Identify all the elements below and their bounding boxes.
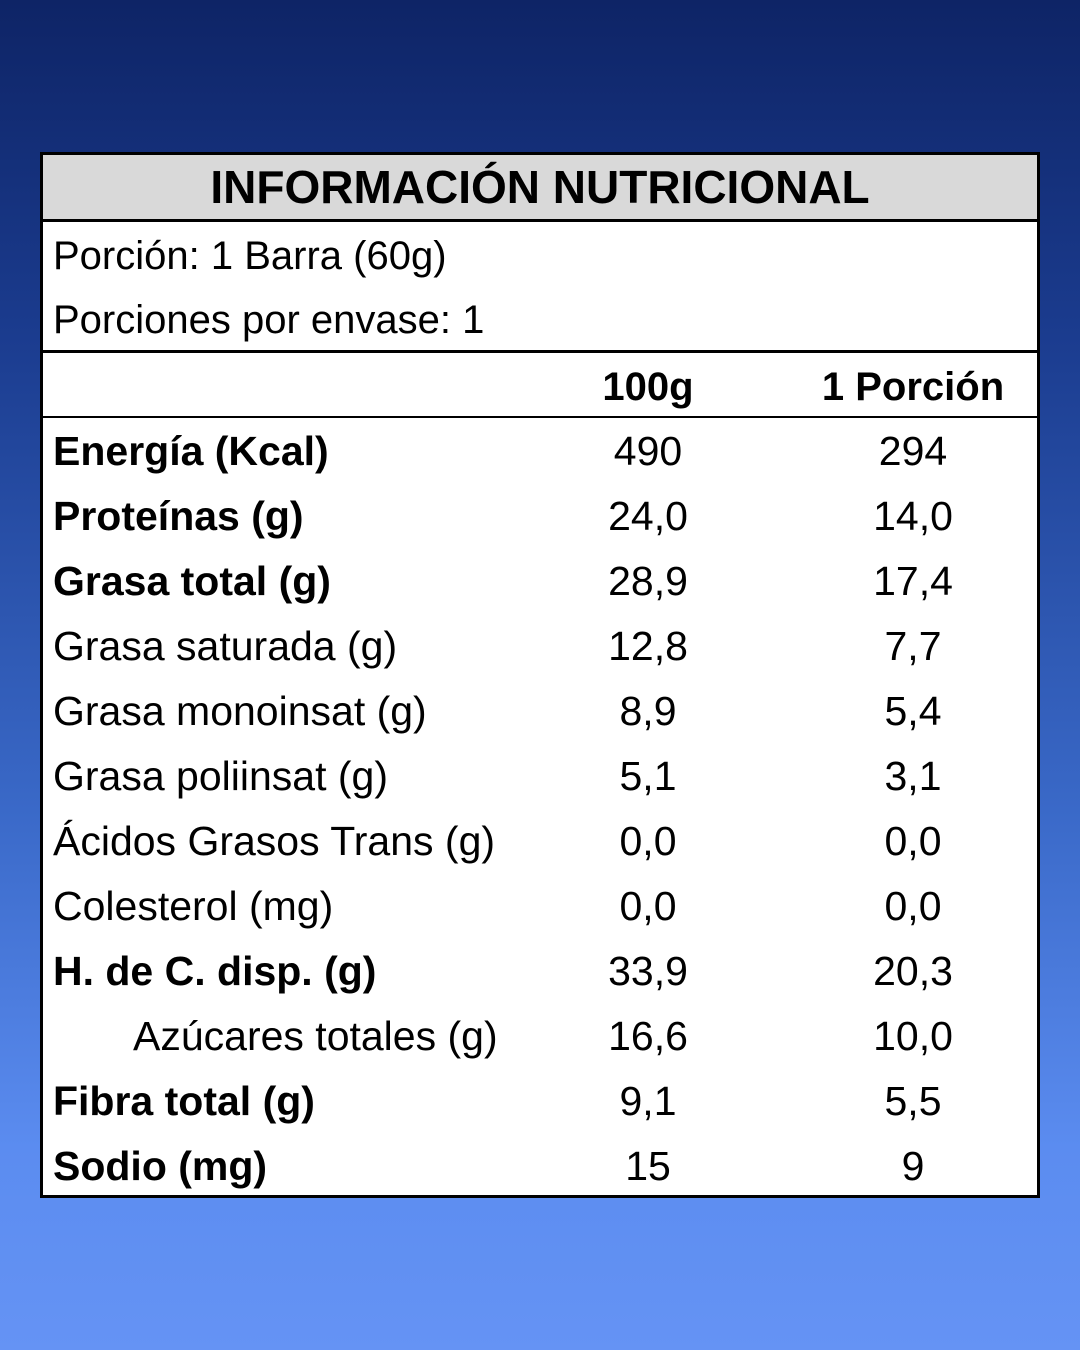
value-portion: 0,0	[884, 818, 942, 864]
nutrient-table: Energía (Kcal) 490 294 Proteínas (g) 24,…	[43, 418, 1037, 1198]
nutrient-label: Azúcares totales (g)	[133, 1013, 498, 1059]
value-100g: 33,9	[608, 948, 688, 994]
table-row: Fibra total (g) 9,1 5,5	[43, 1068, 1037, 1133]
value-100g: 490	[613, 428, 683, 474]
nutrient-label: Grasa saturada (g)	[53, 623, 398, 669]
value-portion: 17,4	[873, 558, 953, 604]
servings-per-container: Porciones por envase: 1	[53, 298, 485, 342]
value-portion: 9	[901, 1143, 925, 1189]
serving-size: Porción: 1 Barra (60g)	[53, 234, 447, 278]
value-100g: 28,9	[608, 558, 688, 604]
table-row: Ácidos Grasos Trans (g) 0,0 0,0	[43, 808, 1037, 873]
title-bar: INFORMACIÓN NUTRICIONAL	[43, 155, 1037, 222]
value-100g: 12,8	[608, 623, 688, 669]
nutrient-label: H. de C. disp. (g)	[53, 948, 377, 994]
nutrition-facts-panel: INFORMACIÓN NUTRICIONAL Porción: 1 Barra…	[40, 152, 1040, 1198]
value-100g: 24,0	[608, 493, 688, 539]
value-portion: 14,0	[873, 493, 953, 539]
value-portion: 5,5	[884, 1078, 942, 1124]
column-header-portion: 1 Porción	[821, 365, 1005, 409]
value-100g: 15	[625, 1143, 671, 1189]
table-row: Azúcares totales (g) 16,6 10,0	[43, 1003, 1037, 1068]
nutrient-label: Ácidos Grasos Trans (g)	[53, 818, 496, 864]
table-header: 100g 1 Porción	[43, 353, 1037, 418]
value-portion: 294	[878, 428, 948, 474]
nutrient-label: Proteínas (g)	[53, 493, 304, 539]
nutrient-label: Grasa total (g)	[53, 558, 331, 604]
nutrient-label: Colesterol (mg)	[53, 883, 334, 929]
value-portion: 5,4	[884, 688, 942, 734]
column-header-100g: 100g	[602, 365, 694, 409]
table-row: Grasa total (g) 28,9 17,4	[43, 548, 1037, 613]
nutrient-label: Fibra total (g)	[53, 1078, 315, 1124]
table-row: Grasa saturada (g) 12,8 7,7	[43, 613, 1037, 678]
value-portion: 3,1	[884, 753, 942, 799]
value-portion: 7,7	[884, 623, 942, 669]
value-portion: 20,3	[873, 948, 953, 994]
value-100g: 5,1	[619, 753, 677, 799]
table-row: Grasa monoinsat (g) 8,9 5,4	[43, 678, 1037, 743]
value-portion: 10,0	[873, 1013, 953, 1059]
serving-info: Porción: 1 Barra (60g) Porciones por env…	[43, 222, 1037, 353]
nutrient-label: Grasa poliinsat (g)	[53, 753, 388, 799]
table-row: Grasa poliinsat (g) 5,1 3,1	[43, 743, 1037, 808]
value-100g: 0,0	[619, 818, 677, 864]
value-100g: 0,0	[619, 883, 677, 929]
nutrient-label: Grasa monoinsat (g)	[53, 688, 427, 734]
nutrient-label: Sodio (mg)	[53, 1143, 268, 1189]
value-portion: 0,0	[884, 883, 942, 929]
table-row: Sodio (mg) 15 9	[43, 1133, 1037, 1198]
table-row: H. de C. disp. (g) 33,9 20,3	[43, 938, 1037, 1003]
nutrient-label: Energía (Kcal)	[53, 428, 329, 474]
value-100g: 8,9	[619, 688, 677, 734]
value-100g: 16,6	[608, 1013, 688, 1059]
page-title: INFORMACIÓN NUTRICIONAL	[210, 161, 870, 213]
table-row: Energía (Kcal) 490 294	[43, 418, 1037, 483]
table-row: Colesterol (mg) 0,0 0,0	[43, 873, 1037, 938]
table-row: Proteínas (g) 24,0 14,0	[43, 483, 1037, 548]
value-100g: 9,1	[619, 1078, 677, 1124]
